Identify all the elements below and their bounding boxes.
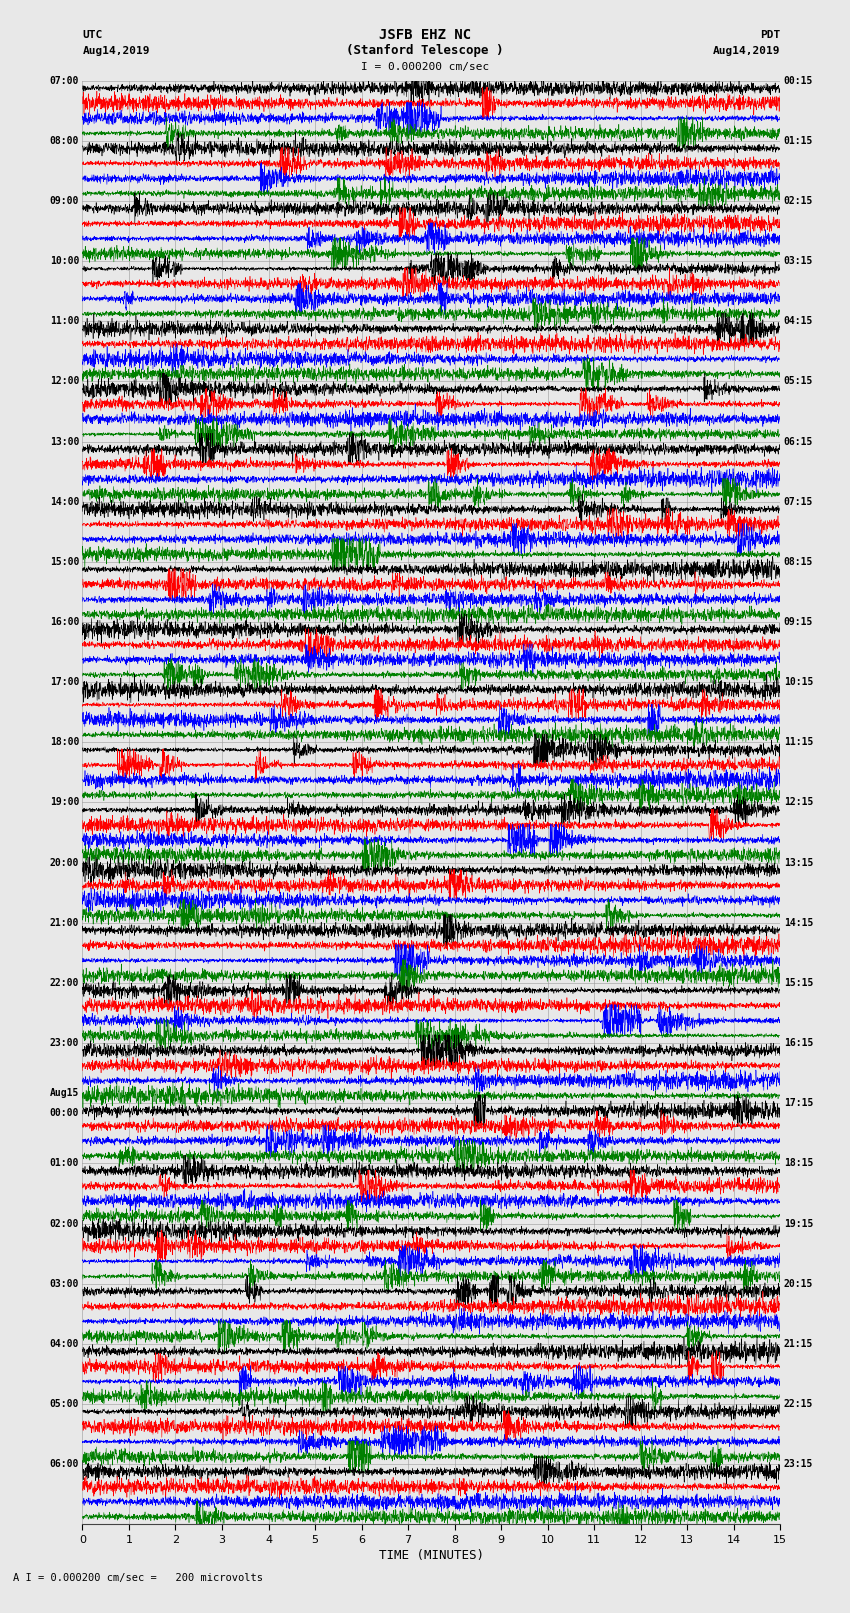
Text: 04:15: 04:15	[784, 316, 813, 326]
Text: 00:15: 00:15	[784, 76, 813, 85]
Text: 22:15: 22:15	[784, 1398, 813, 1410]
Text: 03:15: 03:15	[784, 256, 813, 266]
Text: 16:15: 16:15	[784, 1039, 813, 1048]
Text: 05:15: 05:15	[784, 376, 813, 387]
Text: 16:00: 16:00	[49, 618, 79, 627]
Text: 08:15: 08:15	[784, 556, 813, 566]
Text: 10:00: 10:00	[49, 256, 79, 266]
Text: 00:00: 00:00	[49, 1108, 79, 1118]
Text: 05:00: 05:00	[49, 1398, 79, 1410]
Text: 07:00: 07:00	[49, 76, 79, 85]
Text: 20:15: 20:15	[784, 1279, 813, 1289]
Text: 23:15: 23:15	[784, 1460, 813, 1469]
Text: 18:00: 18:00	[49, 737, 79, 747]
Text: UTC: UTC	[82, 29, 103, 40]
Text: 09:00: 09:00	[49, 195, 79, 206]
Text: 03:00: 03:00	[49, 1279, 79, 1289]
Text: 22:00: 22:00	[49, 977, 79, 987]
Text: 10:15: 10:15	[784, 677, 813, 687]
Text: PDT: PDT	[760, 29, 780, 40]
Text: 14:15: 14:15	[784, 918, 813, 927]
Text: 20:00: 20:00	[49, 858, 79, 868]
Text: 14:00: 14:00	[49, 497, 79, 506]
Text: 12:15: 12:15	[784, 797, 813, 808]
Text: 08:00: 08:00	[49, 135, 79, 145]
Text: 09:15: 09:15	[784, 618, 813, 627]
Text: 13:15: 13:15	[784, 858, 813, 868]
Text: 06:15: 06:15	[784, 437, 813, 447]
Text: 17:15: 17:15	[784, 1098, 813, 1108]
Text: 15:00: 15:00	[49, 556, 79, 566]
Text: 01:00: 01:00	[49, 1158, 79, 1168]
Text: 07:15: 07:15	[784, 497, 813, 506]
Text: 21:00: 21:00	[49, 918, 79, 927]
Text: 04:00: 04:00	[49, 1339, 79, 1348]
Text: 15:15: 15:15	[784, 977, 813, 987]
Text: 11:15: 11:15	[784, 737, 813, 747]
Text: A I = 0.000200 cm/sec =   200 microvolts: A I = 0.000200 cm/sec = 200 microvolts	[13, 1573, 263, 1582]
Text: JSFB EHZ NC: JSFB EHZ NC	[379, 27, 471, 42]
Text: Aug14,2019: Aug14,2019	[713, 45, 780, 56]
Text: 19:00: 19:00	[49, 797, 79, 808]
Text: 06:00: 06:00	[49, 1460, 79, 1469]
Text: I = 0.000200 cm/sec: I = 0.000200 cm/sec	[361, 61, 489, 73]
Text: 17:00: 17:00	[49, 677, 79, 687]
Text: 11:00: 11:00	[49, 316, 79, 326]
Text: Aug14,2019: Aug14,2019	[82, 45, 150, 56]
Text: 12:00: 12:00	[49, 376, 79, 387]
Text: (Stanford Telescope ): (Stanford Telescope )	[346, 44, 504, 58]
Text: 02:00: 02:00	[49, 1218, 79, 1229]
Text: Aug15: Aug15	[49, 1089, 79, 1098]
Text: 21:15: 21:15	[784, 1339, 813, 1348]
Text: 23:00: 23:00	[49, 1039, 79, 1048]
X-axis label: TIME (MINUTES): TIME (MINUTES)	[379, 1548, 484, 1561]
Text: 19:15: 19:15	[784, 1218, 813, 1229]
Text: 13:00: 13:00	[49, 437, 79, 447]
Text: 18:15: 18:15	[784, 1158, 813, 1168]
Text: 02:15: 02:15	[784, 195, 813, 206]
Text: 01:15: 01:15	[784, 135, 813, 145]
